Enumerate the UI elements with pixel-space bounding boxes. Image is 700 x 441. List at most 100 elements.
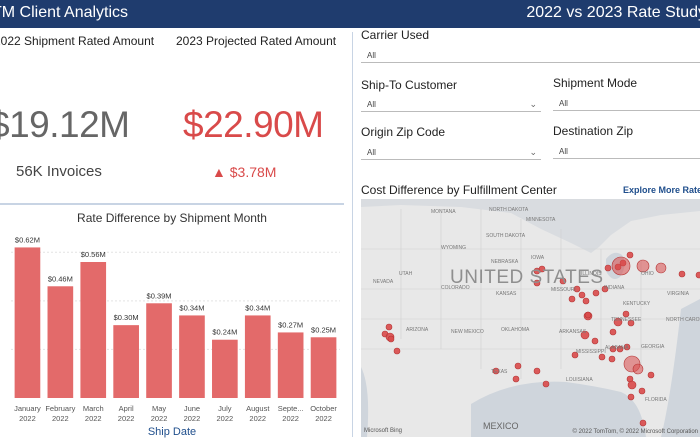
chart-tick-label: August xyxy=(246,404,270,413)
map-state-label: ARKANSAS xyxy=(559,329,587,335)
map-state-label: UTAH xyxy=(399,271,413,277)
map-bubble[interactable] xyxy=(613,317,623,327)
chart-tick-label: 2022 xyxy=(151,414,168,423)
map-bubble[interactable] xyxy=(695,271,700,279)
rate-delta: ▲ $3.78M xyxy=(212,164,276,180)
map-bubble[interactable] xyxy=(512,375,520,383)
map-title: Cost Difference by Fulfillment Center xyxy=(361,183,557,197)
invoice-count: 56K Invoices xyxy=(16,163,102,180)
chart-tick-label: October xyxy=(310,404,337,413)
chart-bar[interactable] xyxy=(14,247,41,398)
map-bubbles xyxy=(381,251,700,427)
mode-filter-dropdown[interactable]: All xyxy=(553,96,700,111)
map-state-label: MISSOURI xyxy=(551,287,576,293)
dest-zip-filter-label: Destination Zip xyxy=(553,124,634,138)
map-state-label: ALABAMA xyxy=(605,345,629,351)
map-bubble[interactable] xyxy=(655,262,667,274)
chart-data-label: $0.30M xyxy=(114,313,139,322)
map-bubble[interactable] xyxy=(533,367,541,375)
app-title: TM Client Analytics xyxy=(0,4,129,21)
chart-tick-label: 2022 xyxy=(19,414,36,423)
map-canada xyxy=(361,199,700,253)
map-state-label: NEW MEXICO xyxy=(451,329,484,335)
chart-bar[interactable] xyxy=(310,337,337,398)
chart-tick-label: 2022 xyxy=(217,414,234,423)
chart-bar[interactable] xyxy=(277,332,304,398)
report-title: 2022 vs 2023 Rate Study xyxy=(526,4,700,21)
map-bubble[interactable] xyxy=(647,371,655,379)
map-bubble[interactable] xyxy=(580,330,590,340)
map-bubble[interactable] xyxy=(638,387,646,395)
map-bubble[interactable] xyxy=(393,347,401,355)
map-bubble[interactable] xyxy=(626,251,634,259)
chart-tick-label: January xyxy=(14,404,41,413)
map-background xyxy=(361,199,700,437)
map-bubble[interactable] xyxy=(591,337,599,345)
dest-zip-filter-dropdown[interactable]: All xyxy=(553,144,700,159)
map-state-label: TEXAS xyxy=(491,369,508,375)
mode-filter-value: All xyxy=(559,99,568,108)
map-bubble[interactable] xyxy=(492,367,500,375)
map-bubble[interactable] xyxy=(609,345,617,353)
map-bubble[interactable] xyxy=(598,353,606,361)
map-state-label: LOUISIANA xyxy=(566,377,593,383)
map-atlantic xyxy=(661,299,700,437)
map-bubble[interactable] xyxy=(627,319,635,327)
map-bubble[interactable] xyxy=(514,362,522,370)
map-bubble[interactable] xyxy=(636,259,650,273)
map-bubble[interactable] xyxy=(678,270,686,278)
map-bubble[interactable] xyxy=(592,289,600,297)
chart-tick-label: 2022 xyxy=(282,414,299,423)
carrier-filter-value: All xyxy=(367,51,376,60)
map-mexico-label: MEXICO xyxy=(483,421,519,431)
map-state-label: VIRGINIA xyxy=(667,291,689,297)
map-bubble[interactable] xyxy=(604,264,612,272)
map-state-label: KANSAS xyxy=(496,291,517,297)
chart-bar[interactable] xyxy=(244,315,271,398)
map-bubble[interactable] xyxy=(608,355,616,363)
map-bubble[interactable] xyxy=(584,311,592,319)
fulfillment-center-map[interactable]: MONTANA NORTH DAKOTA MINNESOTA SOUTH DAKOTA… xyxy=(361,199,700,437)
carrier-filter-dropdown[interactable]: All xyxy=(361,48,700,63)
map-bubble[interactable] xyxy=(627,393,635,401)
map-bubble[interactable] xyxy=(611,256,631,276)
map-bubble[interactable] xyxy=(623,343,631,351)
map-bubble[interactable] xyxy=(582,297,590,305)
origin-zip-filter-value: All xyxy=(367,148,376,157)
chart-bar[interactable] xyxy=(113,325,139,398)
map-state-label: OKLAHOMA xyxy=(501,327,530,333)
map-bubble[interactable] xyxy=(387,335,395,343)
map-bubble[interactable] xyxy=(609,328,617,336)
origin-zip-filter-dropdown[interactable]: All ⌄ xyxy=(361,145,541,160)
ship-to-filter-dropdown[interactable]: All ⌄ xyxy=(361,97,541,112)
map-bubble[interactable] xyxy=(568,295,576,303)
map-state-label: MONTANA xyxy=(431,209,456,215)
map-bubble[interactable] xyxy=(639,419,647,427)
chart-bar[interactable] xyxy=(47,286,74,398)
chart-bar[interactable] xyxy=(212,339,238,398)
chart-bar[interactable] xyxy=(179,315,205,398)
map-state-label: ARIZONA xyxy=(406,327,429,333)
map-bubble[interactable] xyxy=(632,363,644,375)
chart-bar[interactable] xyxy=(80,262,107,398)
chart-data-label: $0.24M xyxy=(212,328,237,337)
chart-bar[interactable] xyxy=(146,303,172,398)
map-bubble[interactable] xyxy=(573,285,581,293)
map-bubble[interactable] xyxy=(622,310,630,318)
section-divider xyxy=(0,203,344,205)
map-bubble[interactable] xyxy=(538,265,546,273)
map-bubble[interactable] xyxy=(571,351,579,359)
chart-tick-label: June xyxy=(184,404,200,413)
map-bubble[interactable] xyxy=(559,277,567,285)
map-bubble[interactable] xyxy=(627,380,637,390)
chart-tick-label: Septe... xyxy=(278,404,304,413)
explore-rate-data-link[interactable]: Explore More Rate Data xyxy=(623,185,700,195)
map-bubble[interactable] xyxy=(578,291,586,299)
map-bubble[interactable] xyxy=(616,345,624,353)
map-bubble[interactable] xyxy=(385,323,393,331)
rate-difference-chart[interactable]: $0.62MJanuary2022$0.46MFebruary2022$0.56… xyxy=(0,228,344,426)
map-bubble[interactable] xyxy=(601,285,609,293)
map-bubble[interactable] xyxy=(542,380,550,388)
map-bubble[interactable] xyxy=(533,279,541,287)
map-state-label: OHIO xyxy=(641,271,654,277)
